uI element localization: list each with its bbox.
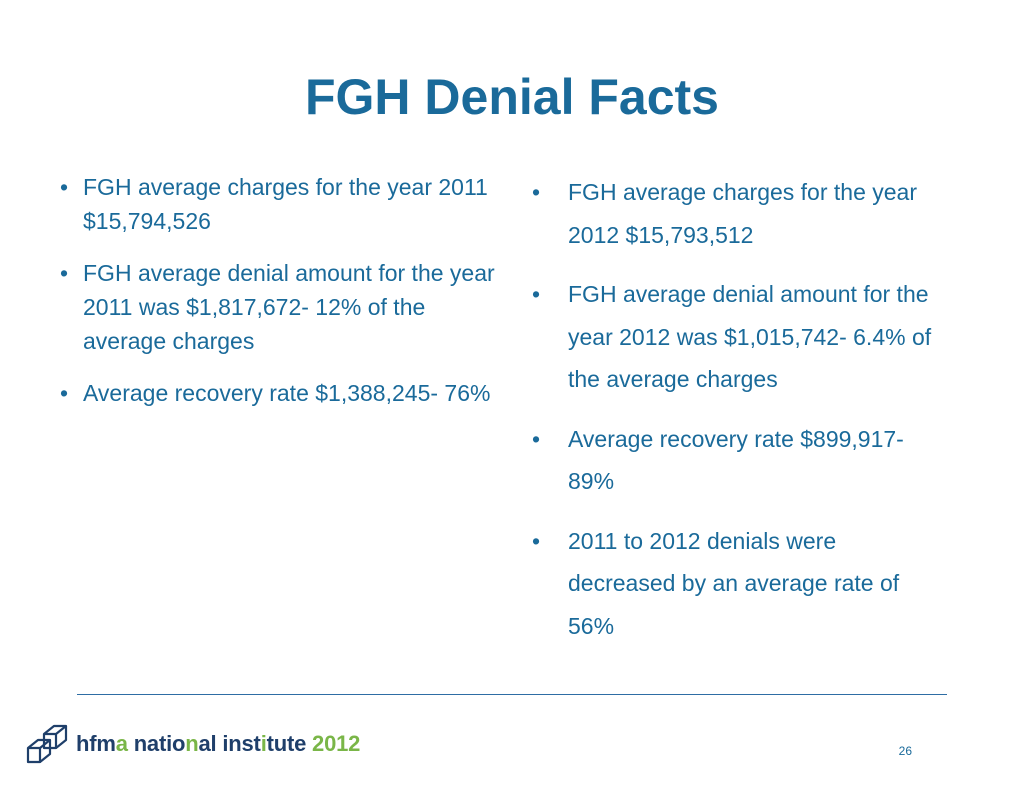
list-item: • FGH average charges for the year 2011 $… [60,170,510,238]
bullet-icon: • [532,527,541,554]
bullet-icon: • [60,174,69,200]
list-item: • Average recovery rate $1,388,245- 76% [60,376,510,410]
hfma-logo-text: hfma national institute 2012 [76,731,361,756]
list-item: • 2011 to 2012 denials were decreased by … [528,520,948,648]
right-bullet-list: • FGH average charges for the year 2012 $… [528,171,948,664]
left-bullet-list: • FGH average charges for the year 2011 $… [60,170,510,428]
bullet-text: Average recovery rate $899,917- 89% [568,425,904,495]
bullet-text: FGH average charges for the year 2012 $1… [568,179,917,248]
bullet-text: FGH average denial amount for the year 2… [568,281,932,392]
bullet-icon: • [532,425,541,452]
bullet-text: Average recovery rate $1,388,245- 76% [83,380,491,406]
bullet-icon: • [532,281,541,307]
bullet-text: 2011 to 2012 denials were decreased by a… [568,527,900,639]
bullet-text: FGH average denial amount for the year 2… [83,260,495,354]
footer-divider [77,694,947,695]
hfma-cube-logo-icon [26,724,68,764]
bullet-text: FGH average charges for the year 2011 $1… [83,174,488,234]
slide-title: FGH Denial Facts [305,69,719,125]
list-item: • FGH average denial amount for the year … [60,256,510,358]
page-number: 26 [898,744,912,758]
list-item: • Average recovery rate $899,917- 89% [528,418,948,503]
bullet-icon: • [60,260,69,286]
list-item: • FGH average denial amount for the year … [528,273,948,401]
hfma-logo: hfma national institute 2012 [24,724,384,768]
bullet-icon: • [60,380,69,406]
list-item: • FGH average charges for the year 2012 $… [528,171,948,256]
bullet-icon: • [532,179,541,205]
